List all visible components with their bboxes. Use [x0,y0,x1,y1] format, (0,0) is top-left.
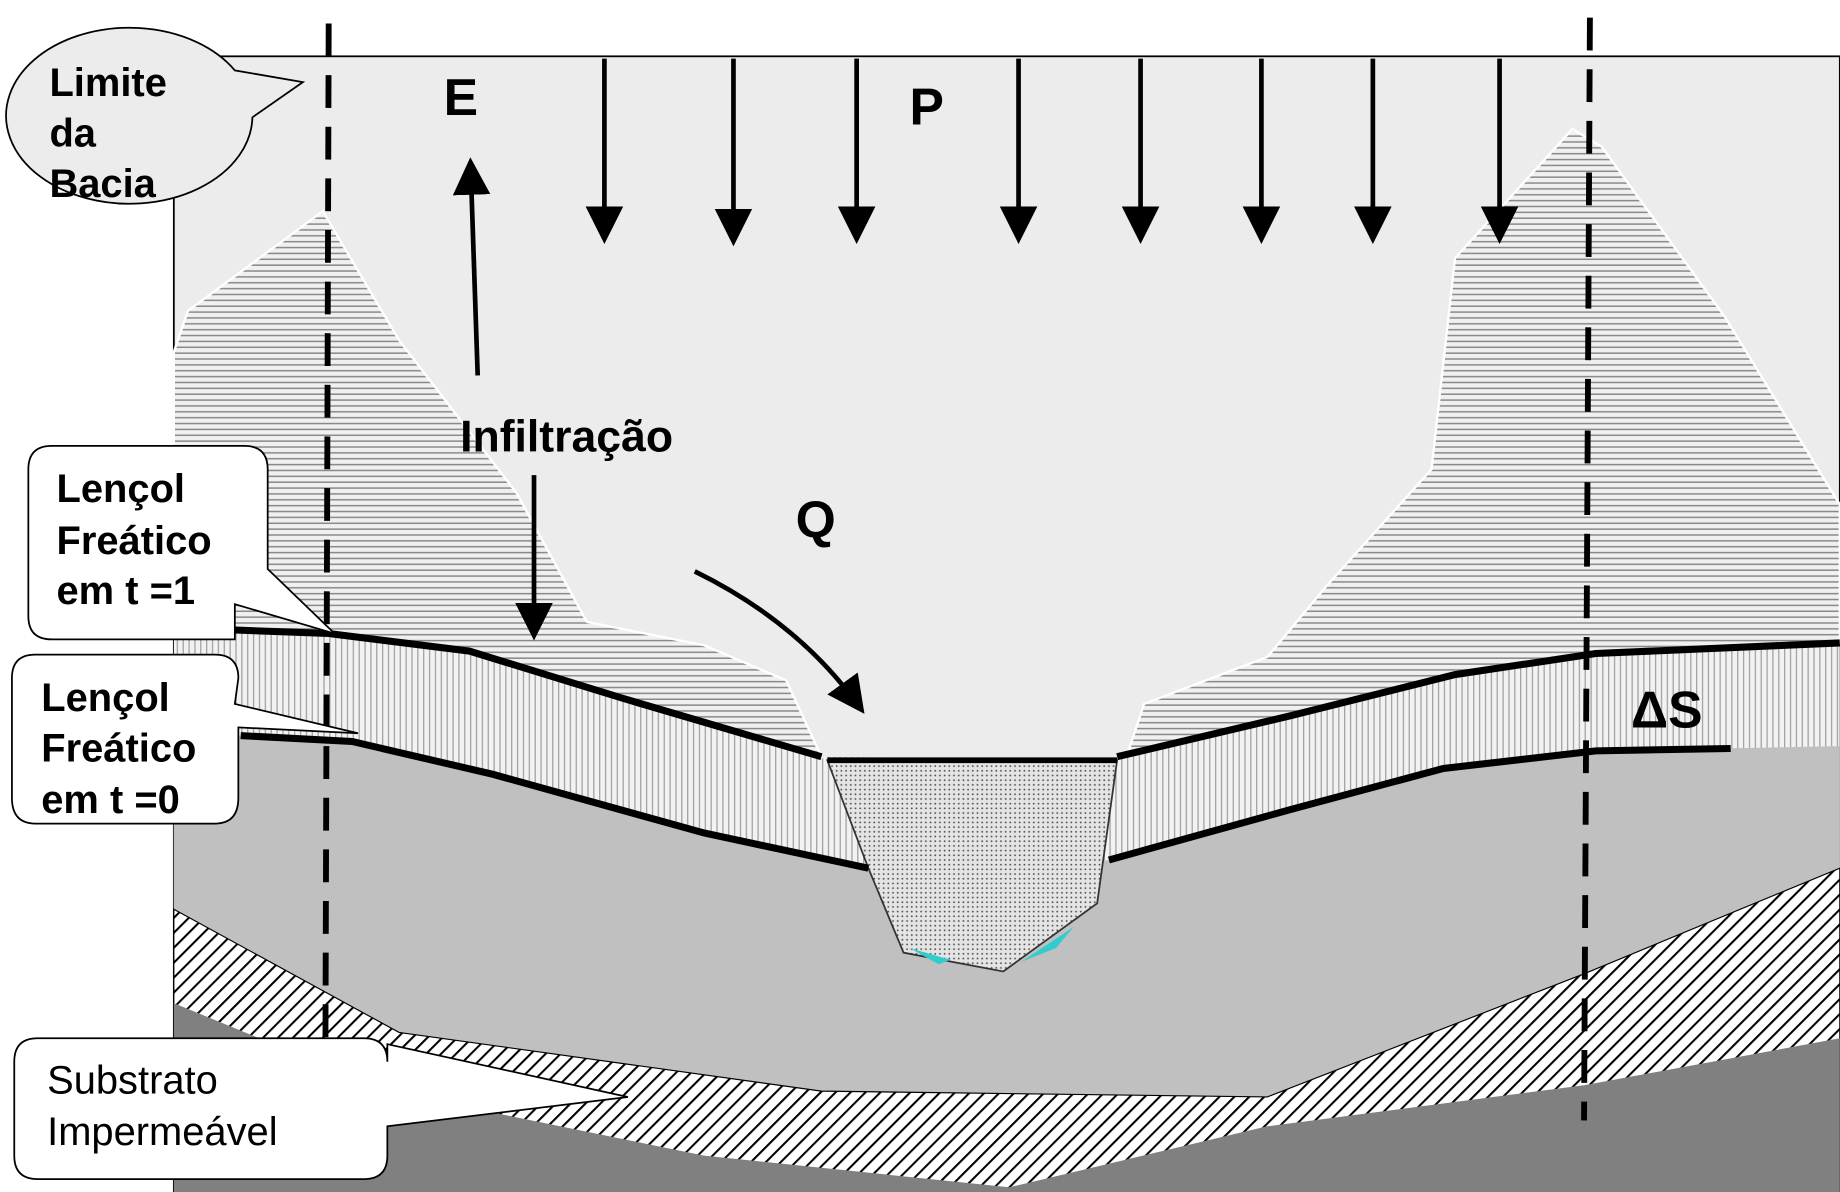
callout-text: Limite [49,61,166,105]
terrain [174,18,1840,1192]
symbol-label: P [909,77,943,135]
symbol-label: ΔS [1631,680,1703,738]
callout-text: em t =0 [41,778,180,822]
callout-text: Freático [41,726,196,770]
callout-text: Lençol [41,676,170,720]
symbol-label: Q [796,490,836,548]
symbol-label: E [444,68,478,126]
callout-text: Freático [57,519,212,563]
page: Limite da Bacia Lençol Freático em t =1 … [0,0,1840,1192]
symbol-label: Infiltração [460,413,673,462]
callout-text: Lençol [57,467,186,511]
callout-text: Substrato [47,1058,218,1102]
callout-text: Bacia [49,162,156,206]
diagram: Limite da Bacia Lençol Freático em t =1 … [0,0,1840,1192]
callout-text: em t =1 [57,569,196,613]
callout-text: da [49,112,96,156]
callout-text: Impermeável [47,1110,277,1154]
